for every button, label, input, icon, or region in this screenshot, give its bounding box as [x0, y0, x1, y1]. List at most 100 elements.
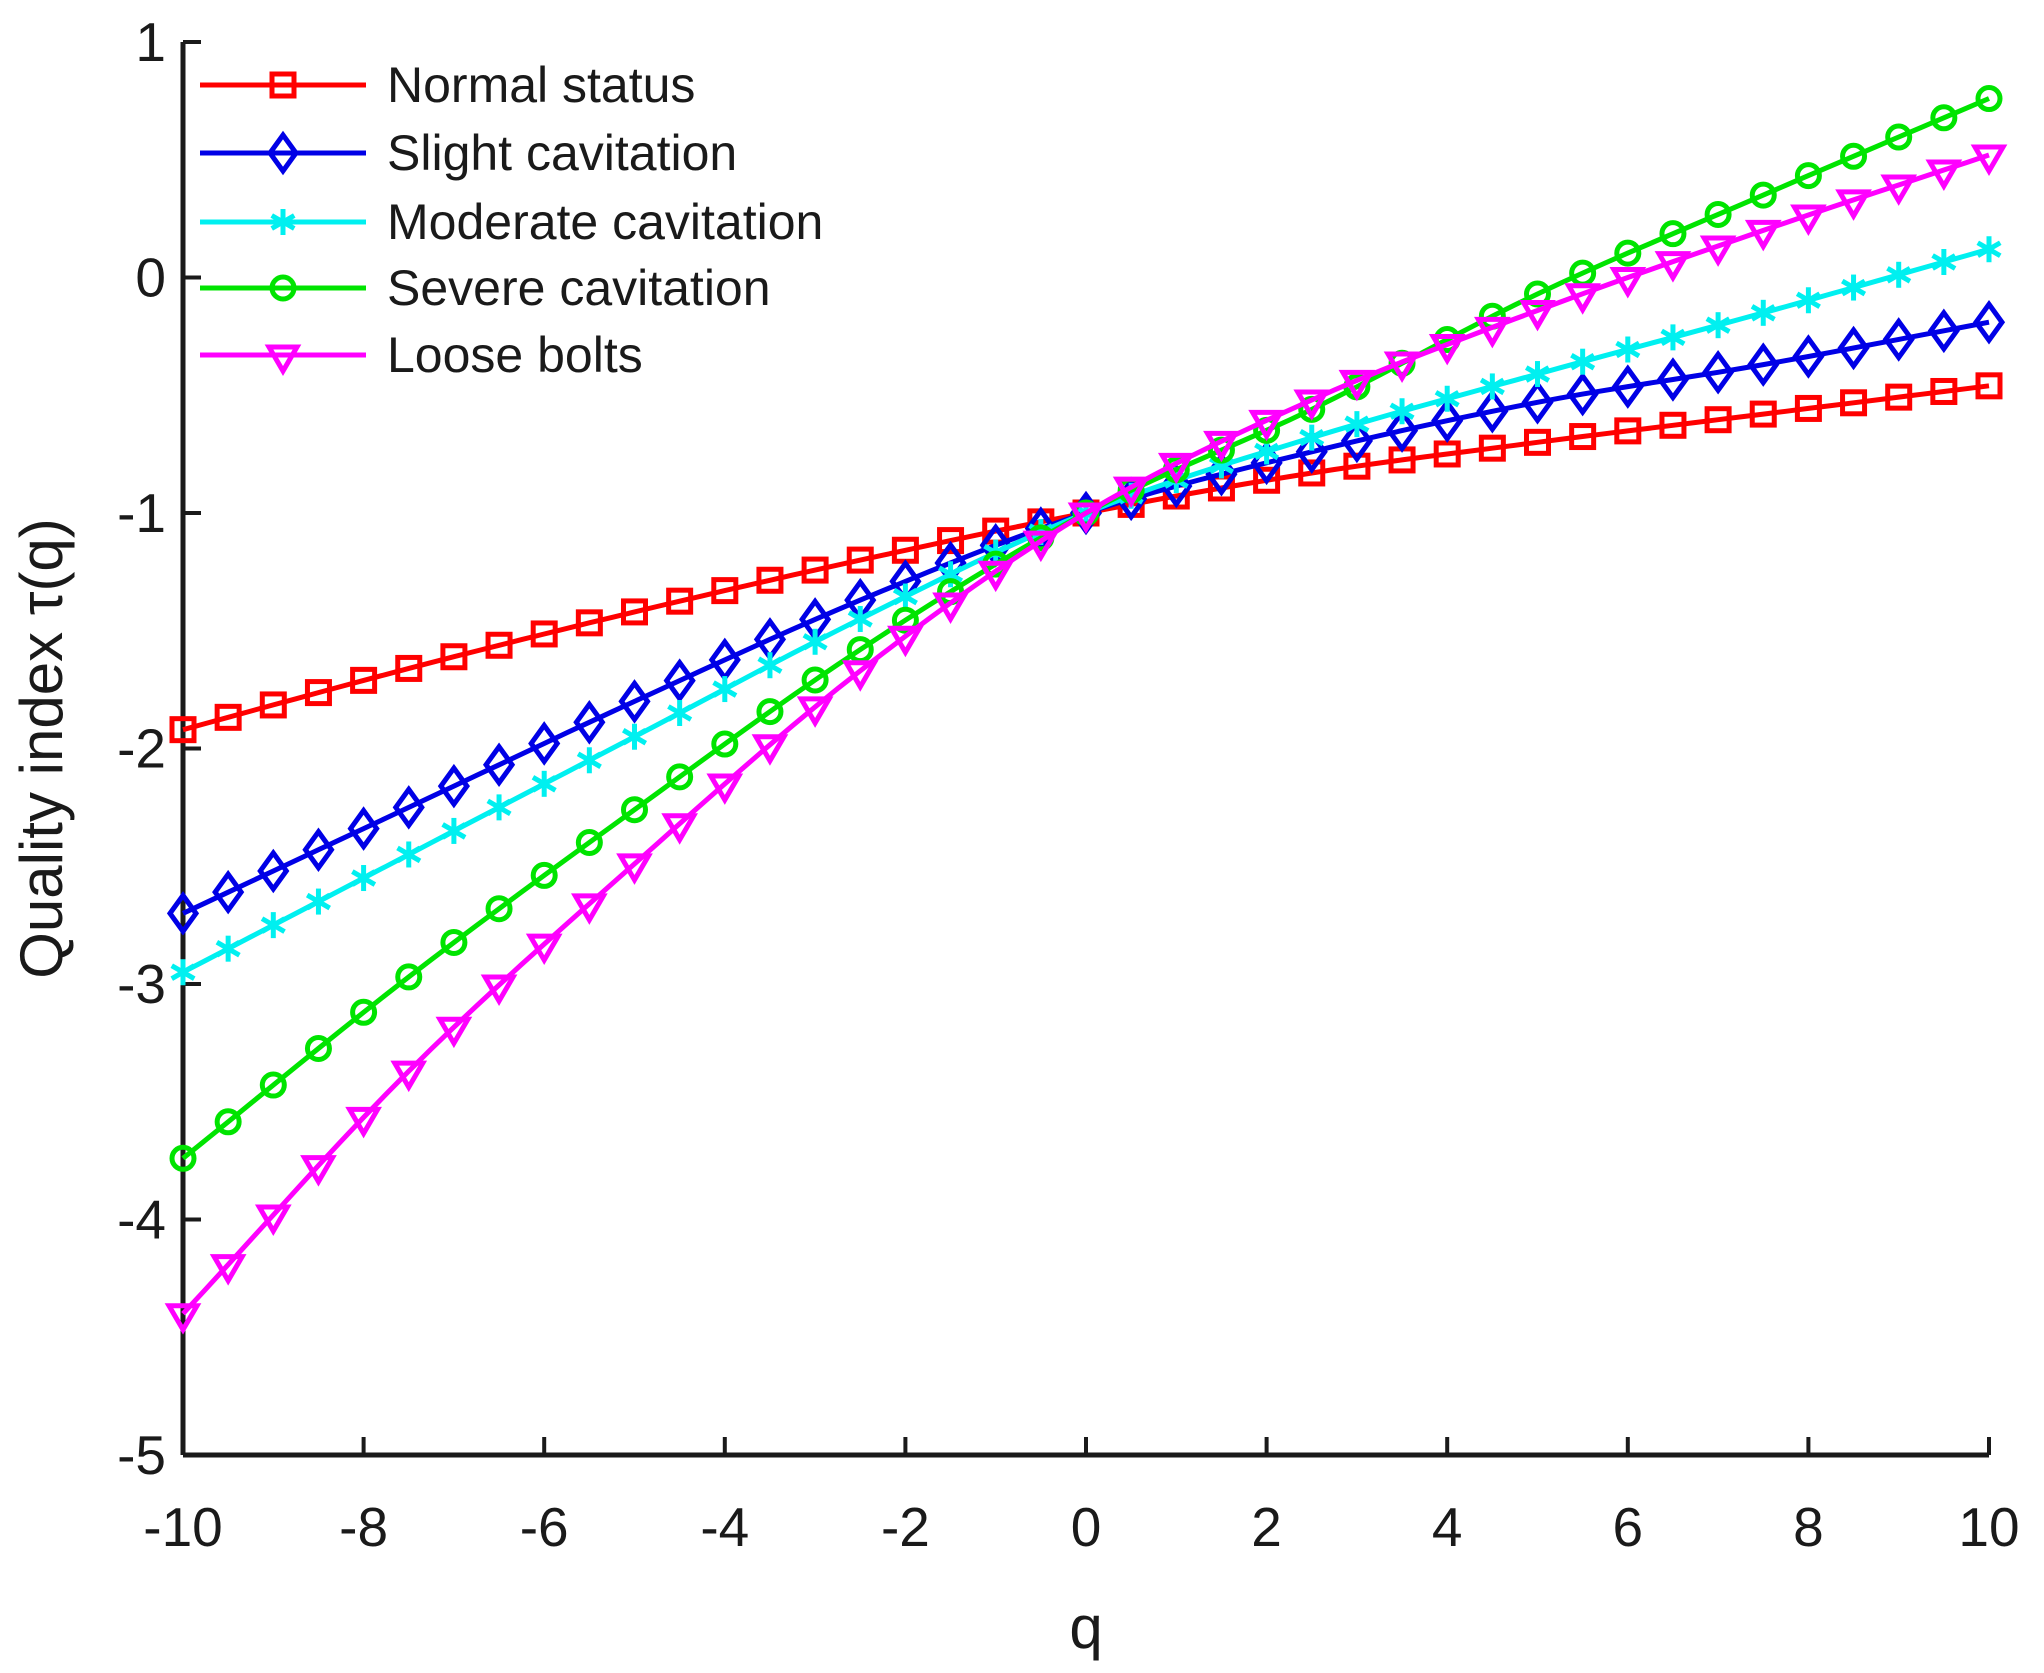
- triangle-down-marker: [1609, 267, 1647, 299]
- asterisk-marker: [576, 751, 602, 769]
- square-marker: [1975, 372, 2003, 400]
- triangle-down-marker: [887, 625, 924, 658]
- asterisk-marker: [1660, 328, 1686, 347]
- square-marker: [395, 654, 423, 682]
- triangle-down-marker: [525, 933, 563, 966]
- x-tick-label: 8: [1793, 1496, 1824, 1558]
- asterisk-marker: [1479, 377, 1505, 396]
- diamond-marker: [1340, 418, 1373, 464]
- diamond-marker: [618, 679, 651, 724]
- circle-marker: [1614, 239, 1642, 267]
- triangle-down-marker: [616, 853, 653, 885]
- asterisk-marker: [1931, 253, 1957, 271]
- diamond-marker: [302, 827, 335, 873]
- x-tick-label: 0: [1071, 1496, 1102, 1558]
- circle-marker: [801, 666, 829, 694]
- asterisk-marker: [351, 869, 377, 887]
- square-marker: [530, 620, 558, 648]
- series-loose-bolts: [164, 144, 2008, 1335]
- diamond-marker: [1882, 317, 1915, 362]
- asterisk-marker: [215, 940, 241, 958]
- asterisk-marker: [1524, 365, 1551, 383]
- y-tick-label: -4: [117, 1189, 166, 1251]
- asterisk-marker: [892, 587, 918, 606]
- circle-marker: [259, 1071, 287, 1099]
- diamond-marker: [1702, 350, 1735, 395]
- triangle-down-marker: [1203, 430, 1240, 463]
- circle-marker: [485, 895, 513, 923]
- triangle-down-marker: [661, 813, 699, 845]
- asterisk-marker: [847, 610, 873, 628]
- triangle-down-marker: [1654, 251, 1692, 283]
- x-tick-label: -10: [143, 1496, 223, 1558]
- asterisk-marker: [1299, 428, 1325, 447]
- triangle-down-marker: [1383, 351, 1421, 383]
- asterisk-marker: [1886, 266, 1912, 284]
- square-marker: [666, 587, 694, 615]
- diamond-marker: [1431, 398, 1464, 443]
- asterisk-marker: [1389, 402, 1415, 420]
- asterisk-marker: [170, 963, 196, 981]
- triangle-down-marker: [1699, 235, 1737, 267]
- triangle-down-marker: [164, 1303, 202, 1335]
- triangle-down-marker: [1112, 476, 1150, 509]
- circle-marker: [1885, 123, 1913, 151]
- triangle-down-marker: [1473, 316, 1511, 349]
- circle-marker: [1794, 162, 1822, 190]
- square-marker: [269, 71, 297, 99]
- y-tick-label: -5: [117, 1424, 166, 1486]
- square-marker: [711, 577, 739, 605]
- legend-label: Severe cavitation: [387, 260, 771, 316]
- square-marker: [1749, 400, 1777, 428]
- asterisk-marker: [712, 680, 738, 698]
- triangle-down-marker: [751, 734, 789, 766]
- y-tick-label: -3: [117, 953, 166, 1015]
- asterisk-marker: [270, 213, 296, 231]
- triangle-down-marker: [209, 1254, 247, 1286]
- square-marker: [1659, 411, 1687, 439]
- circle-marker: [269, 274, 297, 302]
- asterisk-marker: [1344, 415, 1370, 433]
- diamond-marker: [1656, 357, 1690, 402]
- legend-label: Loose bolts: [387, 327, 643, 383]
- triangle-down-marker: [1338, 369, 1376, 402]
- diamond-marker: [663, 658, 696, 703]
- square-marker: [1885, 383, 1913, 411]
- triangle-down-marker: [796, 696, 834, 728]
- circle-marker: [621, 796, 648, 824]
- y-tick-label: 0: [135, 247, 166, 309]
- diamond-marker: [1747, 342, 1780, 387]
- diamond-marker: [1566, 371, 1599, 417]
- square-marker: [937, 527, 965, 555]
- circle-marker: [1930, 104, 1958, 132]
- legend: Normal status Slight cavitation Moderate c…: [200, 57, 823, 383]
- asterisk-marker: [802, 633, 828, 651]
- asterisk-marker: [938, 565, 964, 583]
- asterisk-marker: [260, 916, 286, 934]
- circle-marker: [711, 730, 739, 758]
- asterisk-marker: [1434, 390, 1460, 408]
- x-tick-label: -4: [700, 1496, 749, 1558]
- triangle-down-marker: [1790, 204, 1827, 236]
- asterisk-marker: [757, 656, 783, 674]
- square-marker: [1614, 417, 1642, 445]
- triangle-down-marker: [1022, 530, 1060, 563]
- triangle-down-marker: [706, 773, 744, 805]
- y-tick-label: -1: [117, 482, 166, 544]
- legend-item-loose-bolts: Loose bolts: [200, 327, 643, 383]
- triangle-down-marker: [1293, 389, 1331, 421]
- diamond-marker: [573, 700, 606, 745]
- square-marker: [1704, 406, 1732, 434]
- legend-item-moderate-cavitation: Moderate cavitation: [200, 194, 823, 250]
- triangle-down-marker: [977, 560, 1015, 593]
- square-marker: [304, 679, 332, 707]
- circle-marker: [756, 698, 784, 726]
- series-normal-status: [169, 372, 2003, 744]
- y-axis-label: Quality index τ(q): [8, 518, 75, 979]
- y-tick-label: -2: [117, 718, 166, 780]
- circle-marker: [530, 861, 558, 889]
- square-marker: [1478, 434, 1506, 462]
- diamond-marker: [266, 130, 300, 176]
- asterisk-marker: [1841, 278, 1867, 297]
- legend-item-slight-cavitation: Slight cavitation: [200, 125, 737, 181]
